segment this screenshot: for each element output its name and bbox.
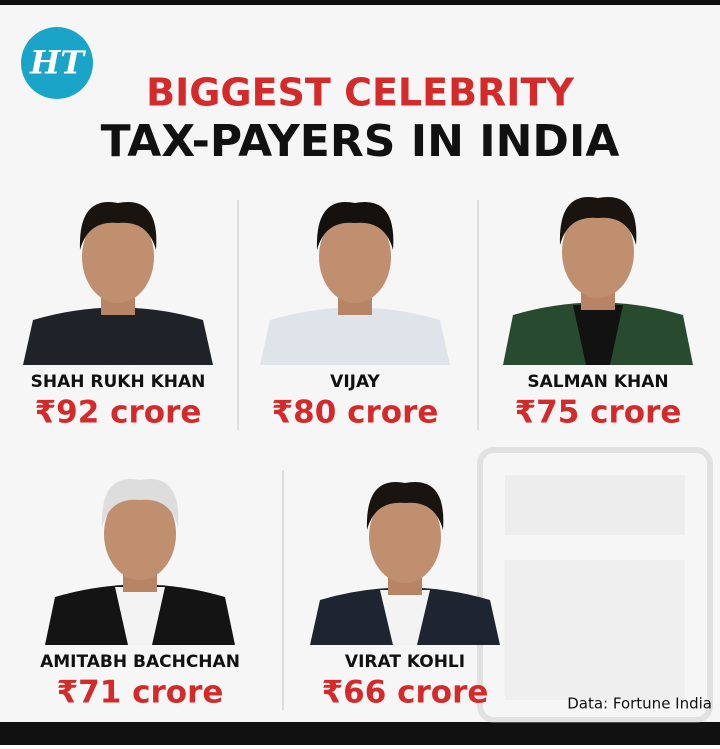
photo-hair	[316, 201, 394, 250]
celebrity-card: AMITABH BACHCHAN ₹71 crore	[40, 478, 240, 711]
title-line2: TAX-PAYERS IN INDIA	[101, 116, 620, 167]
photo-shirt	[115, 587, 165, 645]
celebrity-card: VIRAT KOHLI ₹66 crore	[310, 481, 500, 711]
source: Data: Fortune India	[567, 695, 712, 713]
photo-face	[82, 211, 154, 303]
photo-shirt	[330, 310, 380, 365]
celebrity-name: SHAH RUKH KHAN	[31, 372, 206, 392]
photo-hair	[79, 201, 157, 250]
bottom-bar	[0, 722, 720, 745]
tax-amount: ₹71 crore	[57, 675, 224, 711]
photo-hair	[366, 481, 444, 530]
photo-shirt	[380, 590, 430, 645]
tax-amount: ₹92 crore	[35, 395, 202, 431]
top-bar	[0, 0, 720, 5]
celebrity-card: SALMAN KHAN ₹75 crore	[503, 196, 693, 431]
celebrity-card: SHAH RUKH KHAN ₹92 crore	[23, 201, 213, 431]
logo: HT	[29, 44, 86, 82]
photo-hair	[559, 196, 637, 245]
celebrity-name: SALMAN KHAN	[527, 372, 668, 392]
photo-shirt	[573, 305, 623, 365]
photo-face	[104, 488, 176, 580]
photo-shirt	[93, 310, 143, 365]
photo-face	[369, 491, 441, 583]
calculator-decoration	[477, 447, 713, 723]
celebrity-name: VIRAT KOHLI	[345, 652, 465, 672]
title-line1: BIGGEST CELEBRITY	[146, 71, 574, 115]
tax-amount: ₹80 crore	[272, 395, 439, 431]
celebrity-name: VIJAY	[330, 372, 380, 392]
celebrity-name: AMITABH BACHCHAN	[40, 652, 240, 672]
logo-circle	[21, 27, 93, 99]
photo-face	[562, 206, 634, 298]
celebrity-card: VIJAY ₹80 crore	[260, 201, 450, 431]
photo-face	[319, 211, 391, 303]
tax-amount: ₹66 crore	[322, 675, 489, 711]
photo-hair	[101, 478, 179, 527]
tax-amount: ₹75 crore	[515, 395, 682, 431]
